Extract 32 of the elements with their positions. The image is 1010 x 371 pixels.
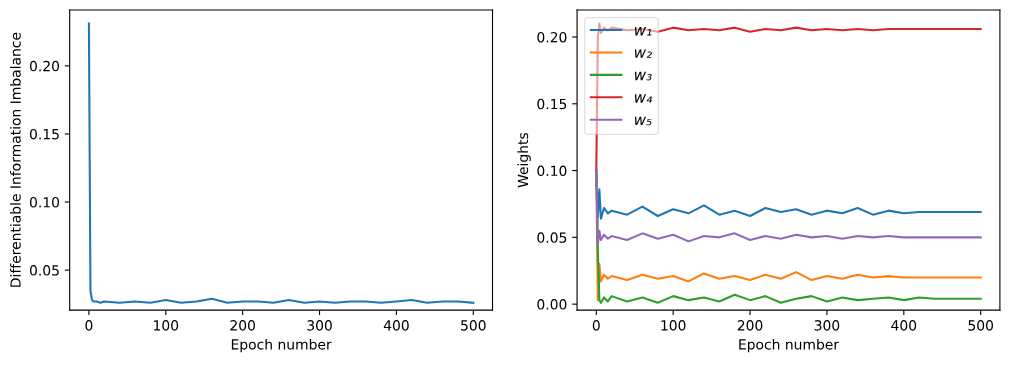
x-tick-label: 0 <box>85 320 93 331</box>
legend-label: w₁ <box>634 27 652 36</box>
x-tick-label: 100 <box>154 320 179 331</box>
legend-label: w₅ <box>634 116 652 126</box>
legend-label: w₃ <box>634 71 652 81</box>
line-series <box>87 22 475 304</box>
y-tick-label: 0.05 <box>29 265 59 276</box>
y-tick-label: 0.15 <box>537 98 567 110</box>
y-tick-label: 0.00 <box>537 299 567 310</box>
y-axis-title: Weights <box>517 132 531 188</box>
x-tick-label: 0 <box>592 320 600 331</box>
x-tick-label: 500 <box>968 320 994 331</box>
y-tick-label: 0.20 <box>29 60 60 72</box>
x-tick-label: 300 <box>307 320 332 331</box>
y-tick-label: 0.05 <box>537 232 567 243</box>
x-tick-label: 400 <box>891 320 917 331</box>
x-tick-label: 200 <box>230 320 255 331</box>
line-series <box>595 169 982 246</box>
legend-label: w₂ <box>634 49 652 58</box>
y-tick-label: 0.10 <box>537 165 567 177</box>
x-axis-title: Epoch number <box>739 338 840 353</box>
x-tick-label: 200 <box>737 320 763 331</box>
x-tick-label: 100 <box>661 320 686 331</box>
y-axis-title: Differentiable Information Imbalance <box>10 32 21 287</box>
y-tick-label: 0.10 <box>29 197 60 208</box>
x-tick-label: 500 <box>461 320 486 331</box>
x-tick-label: 400 <box>383 320 409 331</box>
x-tick-label: 300 <box>814 320 840 331</box>
y-tick-label: 0.20 <box>537 31 567 43</box>
x-axis-title: Epoch number <box>231 338 332 353</box>
y-tick-label: 0.15 <box>29 128 59 140</box>
legend-label: w₄ <box>634 94 653 103</box>
